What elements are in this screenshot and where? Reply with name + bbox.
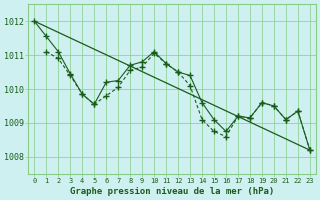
X-axis label: Graphe pression niveau de la mer (hPa): Graphe pression niveau de la mer (hPa) bbox=[70, 187, 274, 196]
